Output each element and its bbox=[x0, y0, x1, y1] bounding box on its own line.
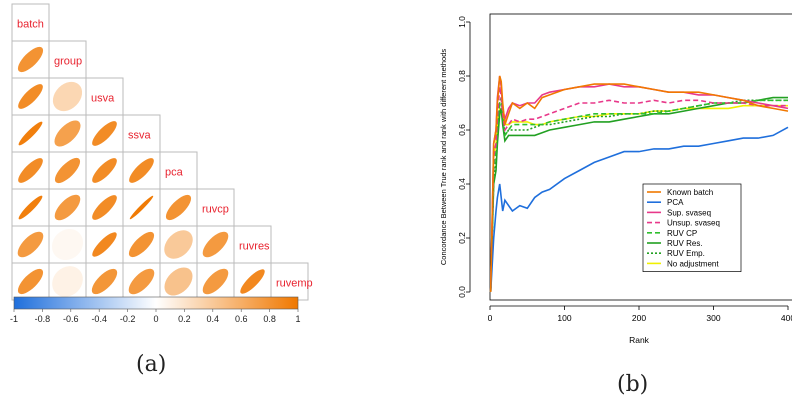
legend-box bbox=[642, 183, 742, 272]
correlation-ellipse bbox=[54, 120, 81, 147]
diag-cell bbox=[270, 262, 309, 301]
diag-cell bbox=[159, 151, 198, 190]
correlation-ellipse bbox=[51, 228, 84, 261]
correlation-ellipse bbox=[129, 195, 154, 220]
colorbar-tick-label: -0.8 bbox=[35, 314, 51, 324]
correlation-ellipse bbox=[128, 231, 155, 258]
colorbar-tick-label: 0.8 bbox=[263, 314, 276, 324]
caption-a: (a) bbox=[136, 352, 167, 377]
correlation-ellipse bbox=[91, 268, 118, 295]
correlation-ellipse bbox=[54, 194, 81, 221]
x-tick-label: 100 bbox=[557, 313, 571, 323]
x-tick-label: 200 bbox=[632, 313, 646, 323]
correlation-ellipse bbox=[164, 230, 193, 259]
correlation-ellipse bbox=[18, 84, 43, 109]
legend-label: Sup. svaseq bbox=[667, 208, 711, 217]
y-axis-label: Concordance Between True rank and rank w… bbox=[439, 49, 448, 265]
colorbar-tick-label: 0 bbox=[153, 314, 158, 324]
variable-label: batch bbox=[17, 19, 44, 31]
corr-cell bbox=[11, 262, 50, 301]
colorbar-tick-label: -0.4 bbox=[91, 314, 107, 324]
variable-label: usva bbox=[91, 93, 115, 105]
plot-frame bbox=[489, 13, 792, 301]
correlation-ellipse bbox=[17, 231, 44, 258]
x-axis-label: Rank bbox=[629, 335, 650, 345]
variable-label: ruvemp bbox=[276, 278, 313, 290]
colorbar-tick-label: -1 bbox=[10, 314, 18, 324]
correlation-ellipse bbox=[18, 195, 43, 220]
y-tick-label: 0.0 bbox=[457, 286, 467, 298]
y-tick-label: 0.2 bbox=[457, 232, 467, 244]
x-tick-label: 0 bbox=[488, 313, 493, 323]
colorbar-tick-label: 0.2 bbox=[178, 314, 191, 324]
colorbar-tick-label: 1 bbox=[295, 314, 300, 324]
colorbar-tick-label: 0.4 bbox=[207, 314, 220, 324]
x-tick-label: 400 bbox=[781, 313, 792, 323]
legend-label: RUV Res. bbox=[667, 239, 703, 248]
series-line bbox=[489, 96, 788, 293]
legend-label: PCA bbox=[667, 198, 684, 207]
colorbar-tick-label: -0.2 bbox=[120, 314, 136, 324]
legend-label: No adjustment bbox=[667, 259, 719, 268]
correlation-ellipse bbox=[165, 194, 192, 221]
correlation-ellipse bbox=[92, 121, 117, 146]
correlation-ellipse bbox=[54, 157, 81, 184]
y-tick-label: 0.6 bbox=[457, 124, 467, 136]
diag-cell bbox=[233, 225, 272, 264]
x-tick-label: 300 bbox=[706, 313, 720, 323]
y-tick-label: 0.8 bbox=[457, 70, 467, 82]
caption-b: (b) bbox=[617, 372, 649, 397]
legend-label: RUV CP bbox=[667, 229, 697, 238]
series-line bbox=[489, 75, 789, 293]
variable-label: ruvcp bbox=[202, 204, 229, 216]
correlation-ellipse bbox=[164, 267, 193, 296]
correlation-ellipse bbox=[129, 158, 154, 183]
legend-label: Unsup. svaseq bbox=[667, 219, 720, 228]
variable-label: ssva bbox=[128, 130, 152, 142]
colorbar-tick-label: -0.6 bbox=[63, 314, 79, 324]
legend-label: Known batch bbox=[667, 188, 713, 197]
correlation-ellipse bbox=[52, 266, 83, 297]
y-tick-label: 1.0 bbox=[457, 16, 467, 28]
y-tick-label: 0.4 bbox=[457, 178, 467, 190]
correlation-ellipse bbox=[128, 268, 155, 295]
variable-label: ruvres bbox=[239, 241, 270, 253]
correlation-ellipse bbox=[240, 269, 265, 294]
series-line bbox=[489, 104, 788, 293]
diag-cell bbox=[11, 3, 50, 42]
series-line bbox=[489, 126, 789, 293]
variable-label: group bbox=[54, 56, 82, 68]
correlation-ellipse bbox=[202, 231, 229, 258]
variable-label: pca bbox=[165, 167, 184, 179]
correlation-ellipse bbox=[92, 195, 117, 220]
series-line bbox=[489, 86, 788, 293]
correlation-ellipse bbox=[17, 46, 44, 73]
correlation-ellipse bbox=[18, 158, 43, 183]
correlation-ellipse bbox=[92, 232, 117, 257]
correlation-ellipse bbox=[52, 81, 83, 112]
diag-cell bbox=[196, 188, 235, 227]
correlation-ellipse bbox=[18, 121, 43, 146]
correlation-ellipse bbox=[92, 158, 117, 183]
colorbar-tick-label: 0.6 bbox=[235, 314, 248, 324]
legend-label: RUV Emp. bbox=[667, 249, 705, 258]
correlation-ellipse bbox=[202, 268, 229, 295]
correlation-ellipse bbox=[17, 268, 44, 295]
